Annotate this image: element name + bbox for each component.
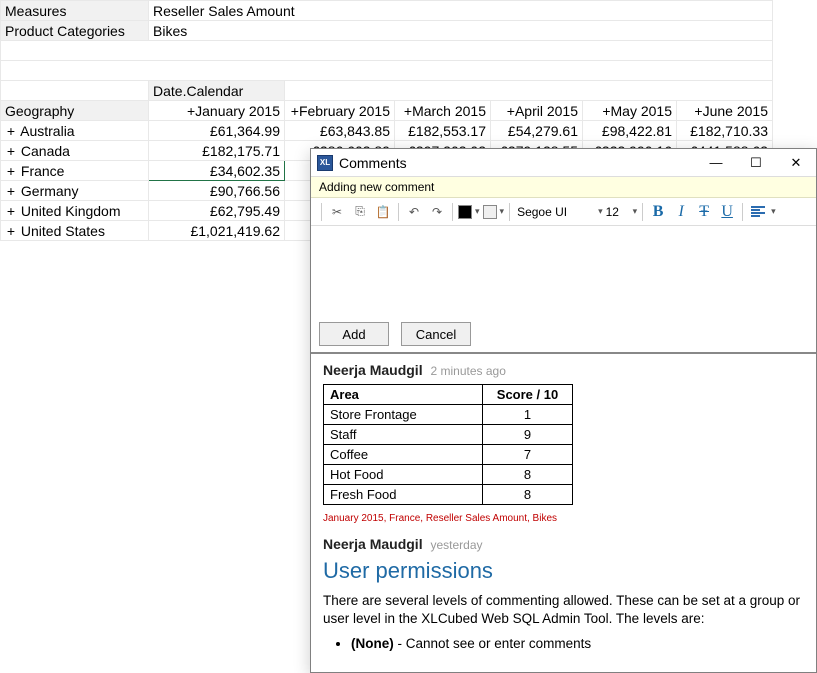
column-header[interactable]: +June 2015 [677,101,773,121]
align-dropdown-icon[interactable]: ▾ [771,206,776,217]
text-color-dropdown-icon[interactable]: ▾ [475,206,480,217]
undo-icon[interactable]: ↶ [404,202,424,222]
column-header[interactable]: +April 2015 [491,101,583,121]
titlebar[interactable]: XL Comments — ☐ ✕ [311,149,816,177]
row-header[interactable]: + United States [1,221,149,241]
comment-thread[interactable]: Neerja Maudgil 2 minutes ago Area Score … [311,354,816,672]
action-row: Add Cancel [311,316,816,354]
app-icon: XL [317,155,333,171]
dialog-title: Comments [339,155,696,171]
column-axis-label[interactable]: Date.Calendar [149,81,285,101]
table-cell: 9 [483,425,573,445]
comment-heading: User permissions [323,558,804,584]
data-cell[interactable]: £182,710.33 [677,121,773,141]
status-banner: Adding new comment [311,177,816,198]
empty-cell [285,81,773,101]
table-cell: 8 [483,485,573,505]
data-cell[interactable]: £90,766.56 [149,181,285,201]
fill-color-swatch[interactable] [483,205,497,219]
comment-editor[interactable] [311,226,816,316]
comment-time: 2 minutes ago [430,364,505,378]
data-cell[interactable]: £34,602.35 [149,161,285,181]
data-cell[interactable]: £54,279.61 [491,121,583,141]
expand-icon[interactable]: + [5,163,17,179]
row-header[interactable]: + Germany [1,181,149,201]
column-header[interactable]: +May 2015 [583,101,677,121]
data-cell[interactable]: £63,843.85 [285,121,395,141]
score-table: Area Score / 10 Store Frontage1Staff9Cof… [323,384,573,505]
data-cell[interactable]: £182,175.71 [149,141,285,161]
italic-icon[interactable]: I [671,202,691,222]
table-cell: Staff [324,425,483,445]
strikethrough-icon[interactable]: Ŧ [694,202,714,222]
row-header[interactable]: + Australia [1,121,149,141]
font-name-dropdown-icon[interactable]: ▾ [598,206,603,217]
table-cell: 1 [483,405,573,425]
cancel-button[interactable]: Cancel [401,322,471,346]
empty-row [1,61,773,81]
add-button[interactable]: Add [319,322,389,346]
data-cell[interactable]: £1,021,419.62 [149,221,285,241]
filter-label-measures[interactable]: Measures [1,1,149,21]
column-header[interactable]: +March 2015 [395,101,491,121]
filter-value-product-categories[interactable]: Bikes [149,21,773,41]
font-size-select[interactable]: 12 [606,205,630,219]
score-table-header: Area [324,385,483,405]
column-header[interactable]: +January 2015 [149,101,285,121]
column-header[interactable]: +February 2015 [285,101,395,121]
cut-icon[interactable]: ✂ [327,202,347,222]
comment-body: There are several levels of commenting a… [323,592,804,628]
table-cell: Fresh Food [324,485,483,505]
maximize-button[interactable]: ☐ [736,149,776,177]
filter-value-measures[interactable]: Reseller Sales Amount [149,1,773,21]
row-header[interactable]: + United Kingdom [1,201,149,221]
minimize-button[interactable]: — [696,149,736,177]
comment-author: Neerja Maudgil [323,536,423,552]
expand-icon[interactable]: + [5,143,17,159]
comments-dialog: XL Comments — ☐ ✕ Adding new comment ✂ ⎘… [310,148,817,673]
table-cell: Hot Food [324,465,483,485]
font-size-dropdown-icon[interactable]: ▾ [633,206,638,217]
row-axis-label[interactable]: Geography [1,101,149,121]
bold-icon[interactable]: B [648,202,668,222]
empty-cell [1,81,149,101]
comment-time: yesterday [430,538,482,552]
empty-row [1,41,773,61]
expand-icon[interactable]: + [5,223,17,239]
comment-author: Neerja Maudgil [323,362,423,378]
underline-icon[interactable]: U [717,202,737,222]
comment-context: January 2015, France, Reseller Sales Amo… [323,513,804,524]
text-color-swatch[interactable] [458,205,472,219]
font-name-select[interactable]: Segoe UI [515,205,595,219]
filter-label-product-categories[interactable]: Product Categories [1,21,149,41]
paste-icon[interactable]: 📋 [373,202,393,222]
table-cell: Store Frontage [324,405,483,425]
table-cell: Coffee [324,445,483,465]
table-cell: 8 [483,465,573,485]
row-header[interactable]: + France [1,161,149,181]
fill-color-dropdown-icon[interactable]: ▾ [500,206,505,217]
expand-icon[interactable]: + [5,203,17,219]
data-cell[interactable]: £62,795.49 [149,201,285,221]
expand-icon[interactable]: + [5,183,17,199]
table-cell: 7 [483,445,573,465]
comment-header: Neerja Maudgil yesterday [323,536,804,552]
copy-icon[interactable]: ⎘ [350,202,370,222]
expand-icon[interactable]: + [5,123,17,139]
data-cell[interactable]: £61,364.99 [149,121,285,141]
editor-toolbar: ✂ ⎘ 📋 ↶ ↷ ▾ ▾ Segoe UI ▾ 12 ▾ B I Ŧ U ▾ [311,198,816,226]
row-header[interactable]: + Canada [1,141,149,161]
score-table-header: Score / 10 [483,385,573,405]
list-item: (None) - Cannot see or enter comments [351,636,804,651]
data-cell[interactable]: £98,422.81 [583,121,677,141]
comment-bullet-list: (None) - Cannot see or enter comments [351,636,804,651]
comment-header: Neerja Maudgil 2 minutes ago [323,362,804,378]
data-cell[interactable]: £182,553.17 [395,121,491,141]
redo-icon[interactable]: ↷ [427,202,447,222]
align-left-icon[interactable] [748,202,768,222]
close-button[interactable]: ✕ [776,149,816,177]
